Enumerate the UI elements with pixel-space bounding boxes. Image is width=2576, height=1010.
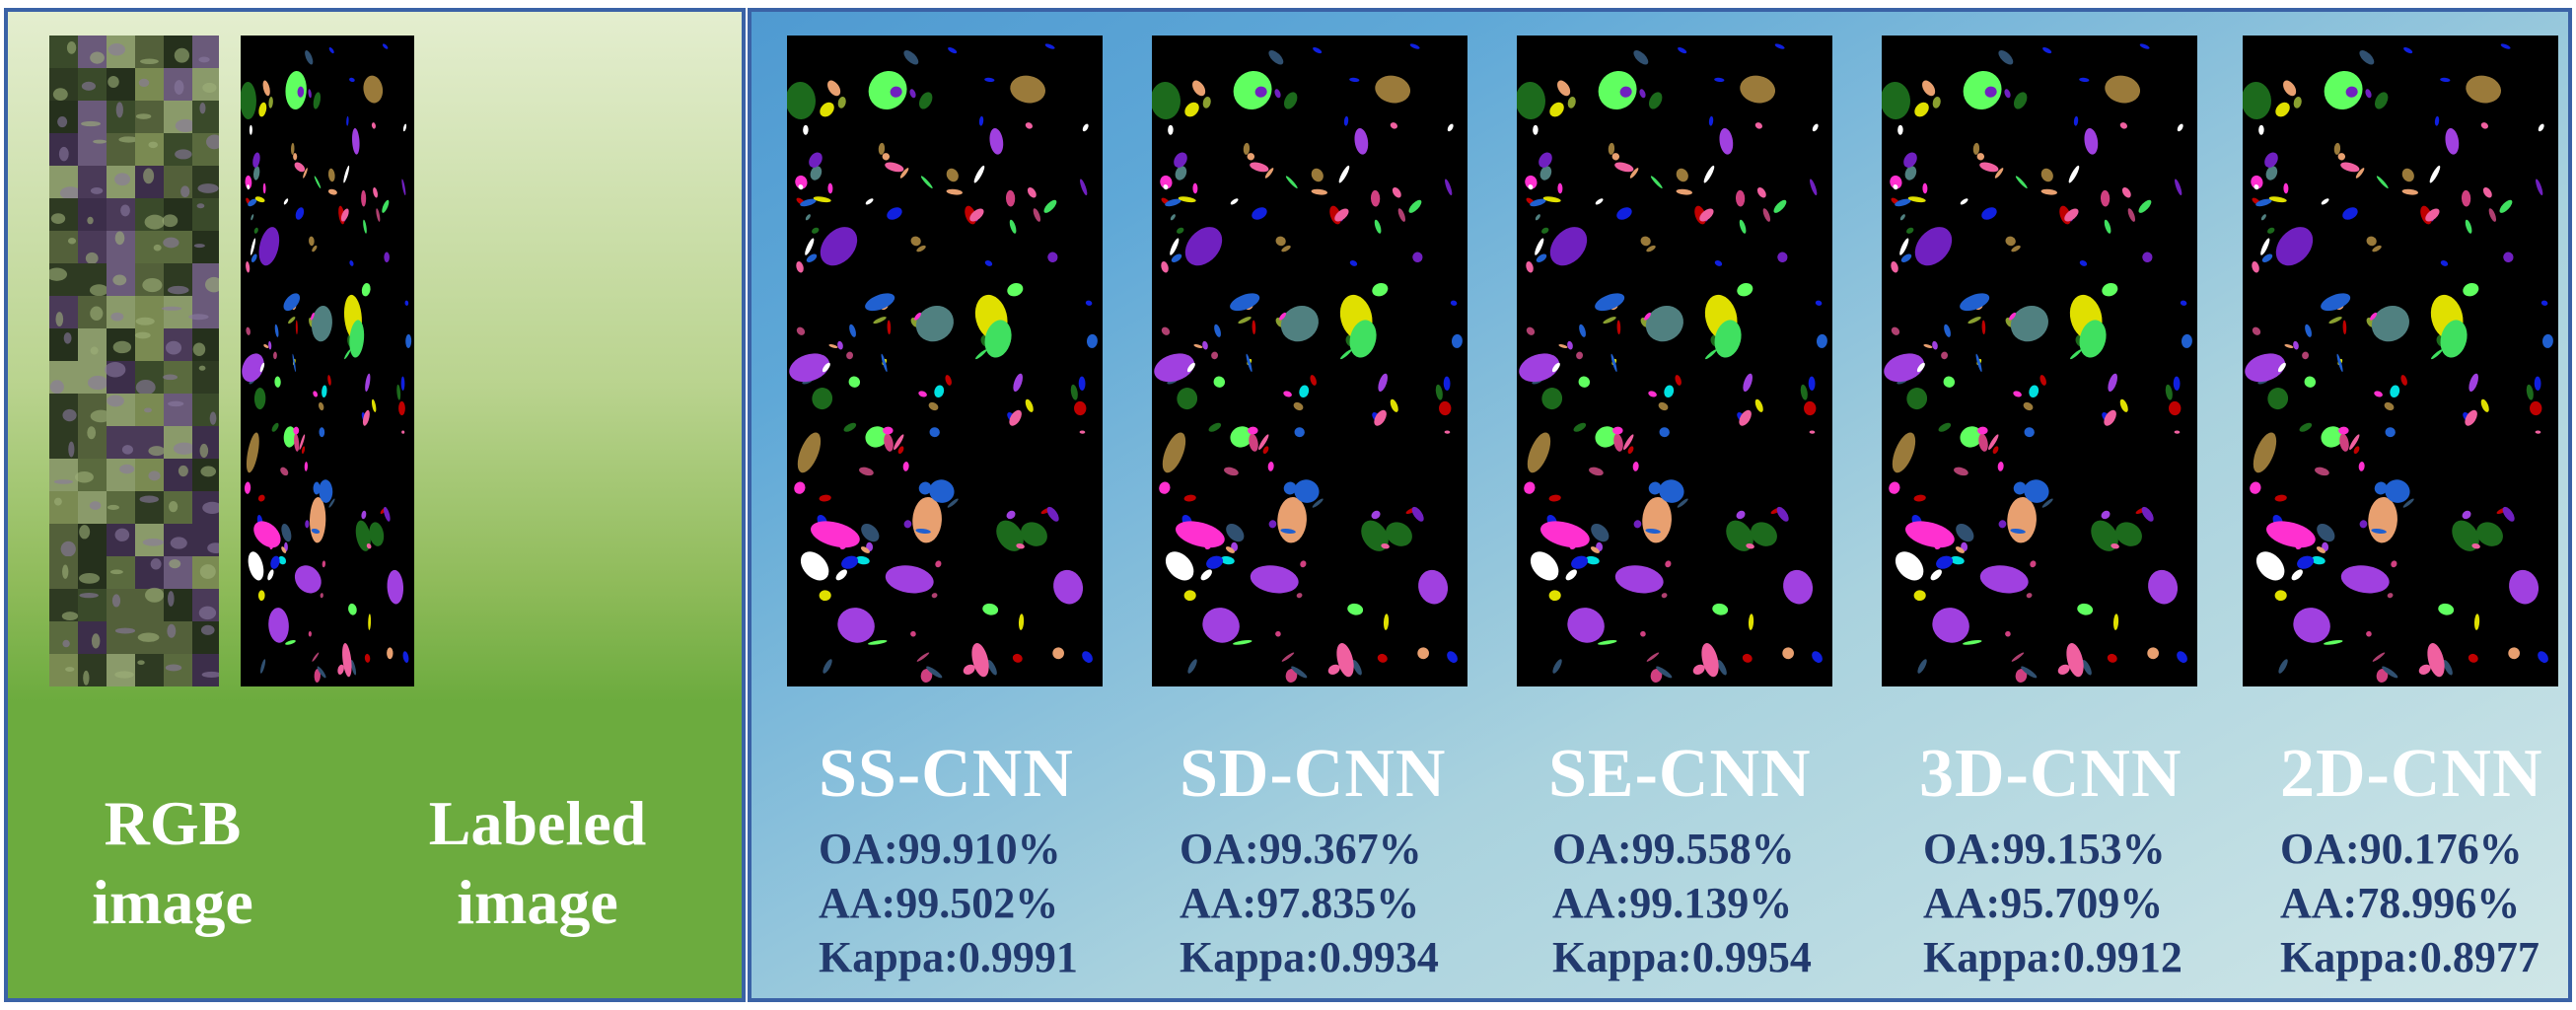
ss-cnn-kappa: Kappa:0.9991	[819, 933, 1078, 981]
sd-cnn-aa: AA:97.835%	[1180, 879, 1420, 927]
method-title-se-cnn: SE-CNN	[1548, 736, 1812, 812]
se-cnn-classification-map	[1517, 36, 1832, 686]
3d-cnn-classification-map	[1882, 36, 2197, 686]
labeled-image-caption: Labeled image	[394, 784, 680, 942]
labeled-caption-line2: image	[457, 867, 618, 937]
method-title-ss-cnn: SS-CNN	[819, 736, 1074, 812]
sd-cnn-oa: OA:99.367%	[1180, 825, 1422, 873]
ss-cnn-classification-map	[787, 36, 1103, 686]
se-cnn-kappa: Kappa:0.9954	[1552, 933, 1812, 981]
rgb-image	[49, 36, 219, 686]
se-cnn-oa: OA:99.558%	[1552, 825, 1795, 873]
2d-cnn-oa: OA:90.176%	[2280, 825, 2523, 873]
ss-cnn-oa: OA:99.910%	[819, 825, 1061, 873]
3d-cnn-kappa: Kappa:0.9912	[1923, 933, 2182, 981]
2d-cnn-classification-map	[2243, 36, 2558, 686]
method-title-sd-cnn: SD-CNN	[1180, 736, 1447, 812]
rgb-image-caption: RGB image	[49, 784, 296, 942]
rgb-caption-line1: RGB	[104, 788, 242, 858]
ss-cnn-aa: AA:99.502%	[819, 879, 1059, 927]
labeled-caption-line1: Labeled	[428, 788, 647, 858]
method-title-3d-cnn: 3D-CNN	[1919, 736, 2182, 812]
rgb-caption-line2: image	[92, 867, 253, 937]
se-cnn-aa: AA:99.139%	[1552, 879, 1793, 927]
3d-cnn-oa: OA:99.153%	[1923, 825, 2166, 873]
3d-cnn-aa: AA:95.709%	[1923, 879, 2164, 927]
2d-cnn-kappa: Kappa:0.8977	[2280, 933, 2540, 981]
sd-cnn-classification-map	[1152, 36, 1467, 686]
method-title-2d-cnn: 2D-CNN	[2280, 736, 2543, 812]
labeled-image	[241, 36, 414, 686]
sd-cnn-kappa: Kappa:0.9934	[1180, 933, 1439, 981]
2d-cnn-aa: AA:78.996%	[2280, 879, 2521, 927]
